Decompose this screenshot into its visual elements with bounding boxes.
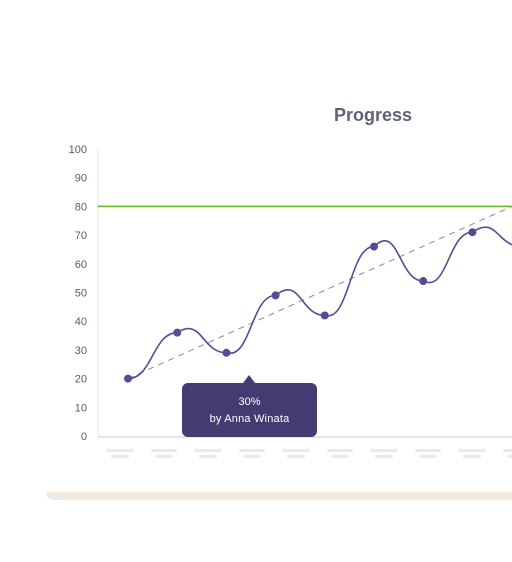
y-tick-label: 70 (75, 230, 87, 242)
trend-line (127, 205, 512, 380)
x-label-placeholder (243, 455, 261, 458)
tooltip-value: 30% (238, 396, 261, 408)
y-tick-label: 50 (75, 288, 87, 300)
x-label-placeholder (371, 449, 397, 452)
series-line (127, 226, 512, 380)
data-point[interactable] (419, 277, 428, 286)
data-point[interactable] (271, 291, 280, 300)
x-label-placeholder (283, 449, 309, 452)
x-label-placeholder (331, 455, 349, 458)
data-point[interactable] (222, 348, 231, 357)
data-point[interactable] (370, 242, 378, 251)
x-label-placeholder (155, 455, 173, 458)
tooltip-author: by Anna Winata (209, 413, 290, 425)
x-label-placeholder (107, 449, 133, 452)
y-tick-label: 10 (75, 402, 87, 414)
x-label-placeholder (195, 449, 221, 452)
x-label-placeholder (419, 455, 437, 458)
x-label-placeholder (459, 449, 485, 452)
data-point[interactable] (173, 328, 182, 337)
y-tick-label: 0 (81, 431, 87, 443)
x-label-placeholder (287, 455, 305, 458)
x-label-placeholder (151, 449, 177, 452)
x-label-placeholder (327, 449, 353, 452)
data-point-tooltip: 30% by Anna Winata (182, 375, 317, 437)
y-tick-label: 40 (75, 316, 87, 328)
data-point[interactable] (320, 311, 329, 320)
x-label-placeholder (463, 455, 481, 458)
chart-title: Progress (334, 105, 412, 125)
y-tick-label: 60 (75, 259, 87, 271)
y-tick-label: 90 (75, 173, 87, 185)
x-axis-label-placeholders (107, 449, 512, 458)
x-label-placeholder (375, 455, 393, 458)
y-tick-label: 20 (75, 374, 87, 386)
y-tick-label: 30 (75, 345, 87, 357)
y-tick-label: 100 (69, 144, 87, 156)
x-label-placeholder (111, 455, 129, 458)
y-tick-label: 80 (75, 201, 87, 213)
x-label-placeholder (199, 455, 217, 458)
x-label-placeholder (415, 449, 441, 452)
y-axis-ticks: 0 10 20 30 40 50 60 70 80 90 100 (69, 144, 87, 443)
data-points[interactable] (124, 228, 477, 383)
x-label-placeholder (507, 455, 512, 458)
x-label-placeholder (239, 449, 265, 452)
data-point[interactable] (124, 374, 132, 383)
x-label-placeholder (503, 449, 512, 452)
data-point[interactable] (468, 228, 477, 237)
